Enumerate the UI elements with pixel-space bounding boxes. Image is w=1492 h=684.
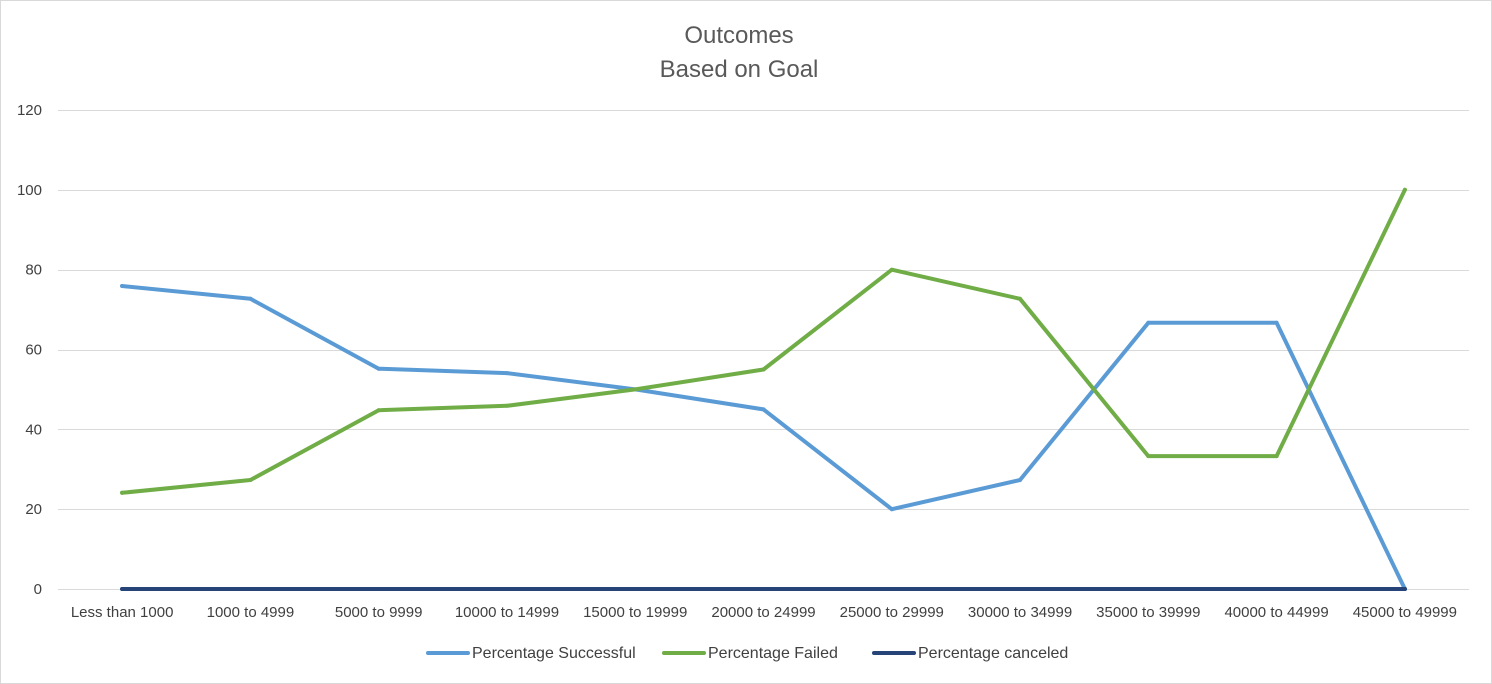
legend-label: Percentage Failed xyxy=(708,645,838,662)
x-tick-label: 15000 to 19999 xyxy=(583,604,687,621)
data-point xyxy=(120,284,125,288)
x-axis-ticks: Less than 1000 1000 to 4999 5000 to 9999 10… xyxy=(71,604,1457,621)
data-point xyxy=(1018,296,1022,301)
data-point xyxy=(761,407,766,412)
series-line-1 xyxy=(120,187,1407,495)
data-point xyxy=(376,366,381,371)
data-point xyxy=(1146,587,1151,591)
y-tick-label: 60 xyxy=(25,342,42,359)
data-point xyxy=(1274,320,1279,325)
data-point xyxy=(1146,320,1151,325)
data-point xyxy=(633,587,638,591)
chart-title: Outcomes xyxy=(684,22,793,49)
x-tick-label: 40000 to 44999 xyxy=(1224,604,1328,621)
y-tick-label: 0 xyxy=(34,581,42,598)
data-point xyxy=(633,387,638,392)
data-point xyxy=(1274,454,1279,459)
series-lines xyxy=(120,187,1407,591)
y-tick-label: 100 xyxy=(17,182,42,199)
data-point xyxy=(505,403,509,408)
data-point xyxy=(761,587,766,591)
x-tick-label: 10000 to 14999 xyxy=(455,604,559,621)
data-point xyxy=(376,408,381,413)
x-tick-label: 1000 to 4999 xyxy=(207,604,295,621)
data-point xyxy=(248,296,253,301)
data-point xyxy=(889,507,894,512)
data-point xyxy=(1146,454,1151,459)
legend-label: Percentage canceled xyxy=(918,645,1068,662)
data-point xyxy=(889,587,894,591)
data-point xyxy=(376,587,381,591)
y-tick-label: 120 xyxy=(17,102,42,119)
y-axis-ticks: 0 20 40 60 80 100 120 xyxy=(17,102,42,598)
x-tick-label: 45000 to 49999 xyxy=(1353,604,1457,621)
data-point xyxy=(889,267,894,272)
y-tick-label: 20 xyxy=(25,501,42,518)
data-point xyxy=(505,587,509,591)
x-tick-label: 25000 to 29999 xyxy=(840,604,944,621)
data-point xyxy=(248,587,253,591)
legend-label: Percentage Successful xyxy=(472,645,636,662)
data-point xyxy=(120,490,125,495)
data-point xyxy=(505,371,509,376)
data-point xyxy=(248,478,253,482)
data-point xyxy=(1018,587,1022,591)
x-tick-label: 20000 to 24999 xyxy=(711,604,815,621)
x-tick-label: 5000 to 9999 xyxy=(335,604,423,621)
data-point xyxy=(1402,587,1407,591)
data-point xyxy=(120,587,125,591)
series-line-0 xyxy=(120,284,1407,591)
chart-subtitle: Based on Goal xyxy=(660,56,819,83)
x-tick-label: 30000 to 34999 xyxy=(968,604,1072,621)
data-point xyxy=(761,367,766,372)
data-point xyxy=(1018,478,1022,482)
gridlines xyxy=(58,110,1469,590)
y-tick-label: 80 xyxy=(25,262,42,279)
x-tick-label: Less than 1000 xyxy=(71,604,174,621)
x-tick-label: 35000 to 39999 xyxy=(1096,604,1200,621)
legend: Percentage Successful Percentage Failed Pe… xyxy=(426,645,1068,662)
y-tick-label: 40 xyxy=(25,421,42,438)
data-point xyxy=(1402,187,1407,192)
data-point xyxy=(1274,587,1279,591)
